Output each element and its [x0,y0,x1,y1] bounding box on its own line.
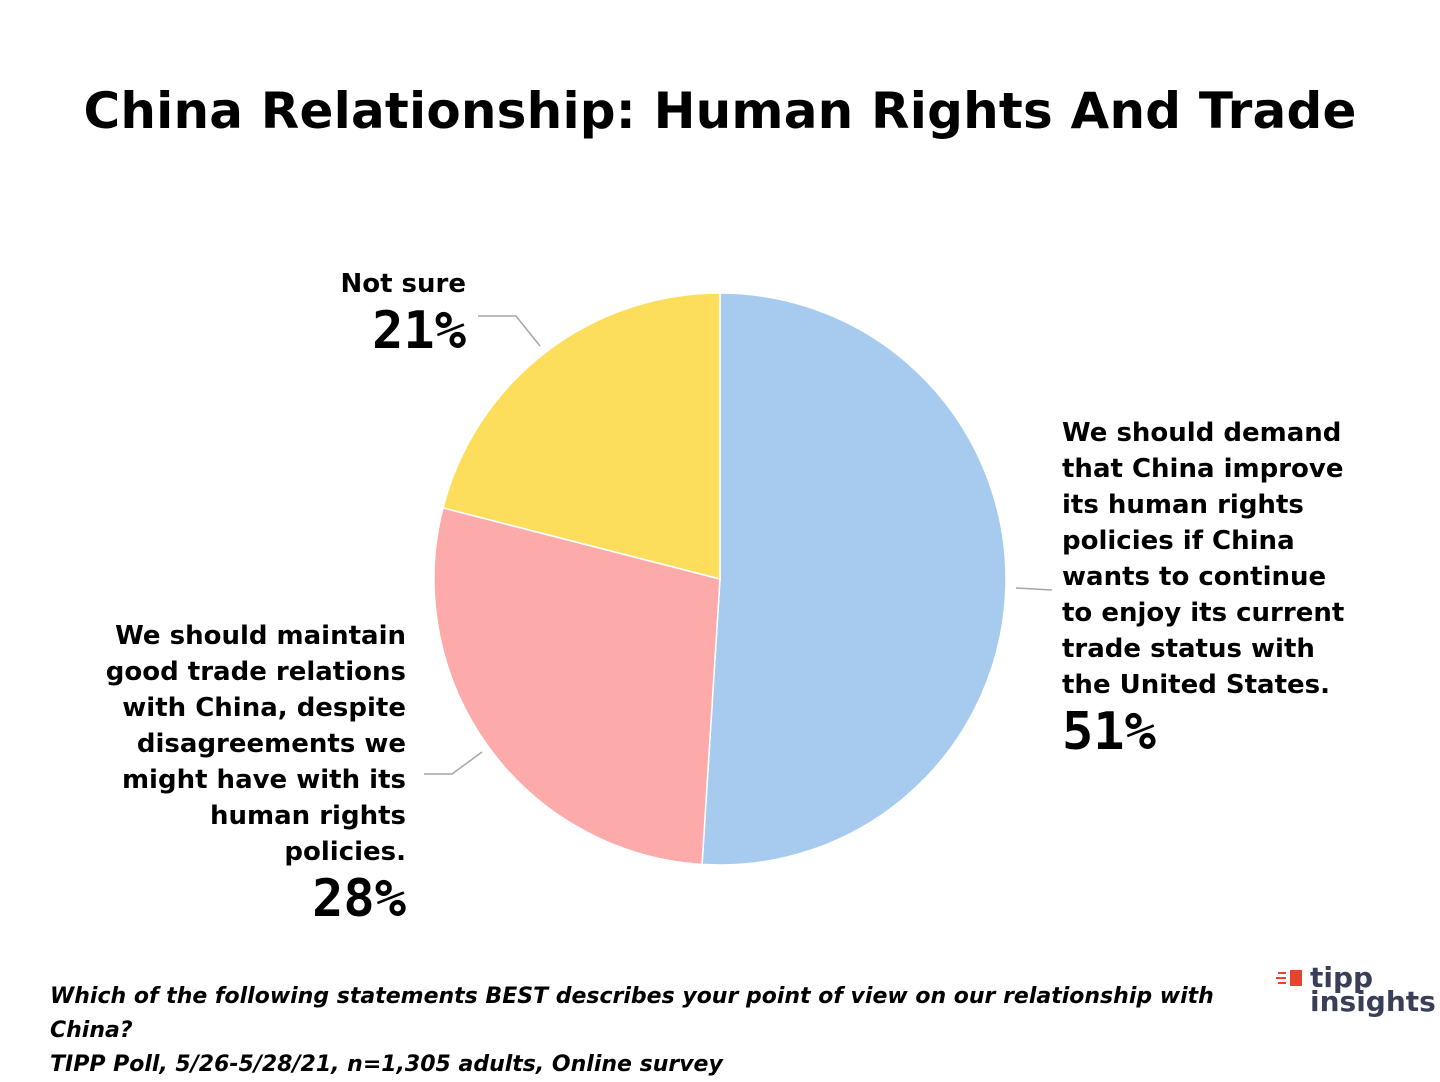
slice-label-not-sure-percent: 21% [372,301,466,361]
footnote: Which of the following statements BEST d… [50,980,1250,1082]
logo-text-tipp: tipp [1310,961,1374,994]
leader-line-not-sure [478,315,541,347]
pie-slice-not-sure [442,292,721,580]
logo-mark-icon [1276,970,1302,986]
slice-label-not-sure-text: Not sure [340,269,466,299]
slice-label-demand-text: We should demand that China improve its … [1062,418,1345,700]
slice-label-not-sure: Not sure 21% [250,266,466,360]
logo-text-insights: insights [1310,985,1436,1018]
pie-slice-maintain [433,506,721,866]
slice-label-demand: We should demand that China improve its … [1062,415,1382,761]
leader-line-maintain [424,751,483,775]
slice-label-maintain-text: We should maintain good trade relations … [105,621,406,867]
footnote-question: Which of the following statements BEST d… [50,984,1214,1043]
slice-label-maintain-percent: 28% [312,869,406,929]
slice-label-demand-percent: 51% [1062,702,1156,762]
pie-slice-demand [701,292,1007,866]
chart-title: China Relationship: Human Rights And Tra… [83,82,1357,140]
leader-line-demand [1015,587,1053,591]
slice-label-maintain: We should maintain good trade relations … [90,618,406,928]
footnote-source: TIPP Poll, 5/26-5/28/21, n=1,305 adults,… [50,1052,723,1077]
tipp-insights-logo: tipp insights [1268,961,1436,1022]
